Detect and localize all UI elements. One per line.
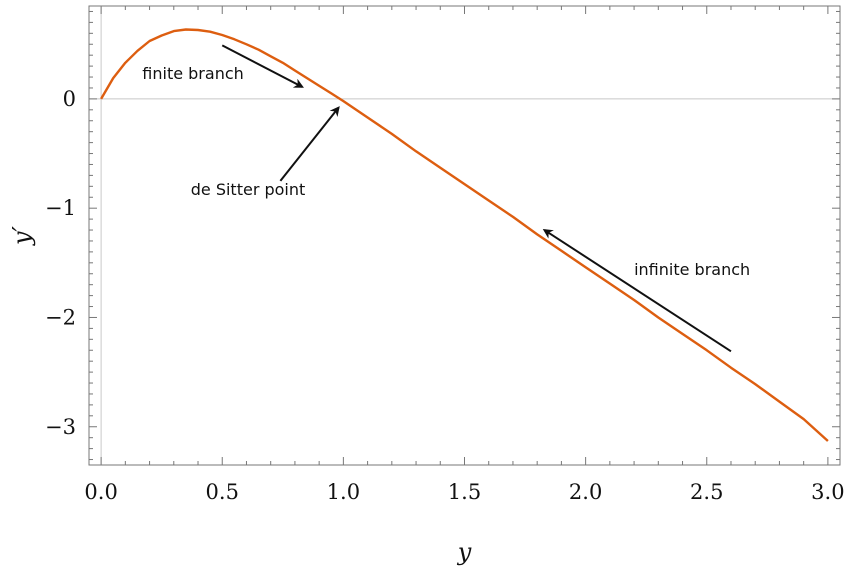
annotation-arrow [221,44,304,88]
y-tick-label: −2 [45,305,76,329]
annotation-arrow [542,228,732,353]
tick-marks [89,6,840,465]
x-axis-title: y [457,538,472,566]
y-tick-label: −1 [45,196,76,220]
annotation-arrow [279,106,340,182]
annotation-label: finite branch [142,64,243,83]
y-axis-title: y′ [8,225,36,246]
y-tick-label: 0 [63,87,76,111]
x-tick-label: 0.5 [206,480,239,504]
x-tick-label: 1.5 [448,480,481,504]
x-tick-label: 1.0 [327,480,360,504]
x-tick-label: 2.5 [690,480,723,504]
x-tick-label: 0.0 [84,480,117,504]
tick-labels: 0.0 0.5 1.0 1.5 2.0 2.5 3.0 0 −1 −2 −3 [45,87,845,504]
y-tick-label: −3 [45,415,76,439]
x-tick-label: 3.0 [811,480,844,504]
annotations: finite branch de Sitter point infinite bra… [142,44,750,353]
annotation-label: infinite branch [634,260,750,279]
annotation-label: de Sitter point [191,180,306,199]
x-tick-label: 2.0 [569,480,602,504]
series-line [100,28,829,442]
